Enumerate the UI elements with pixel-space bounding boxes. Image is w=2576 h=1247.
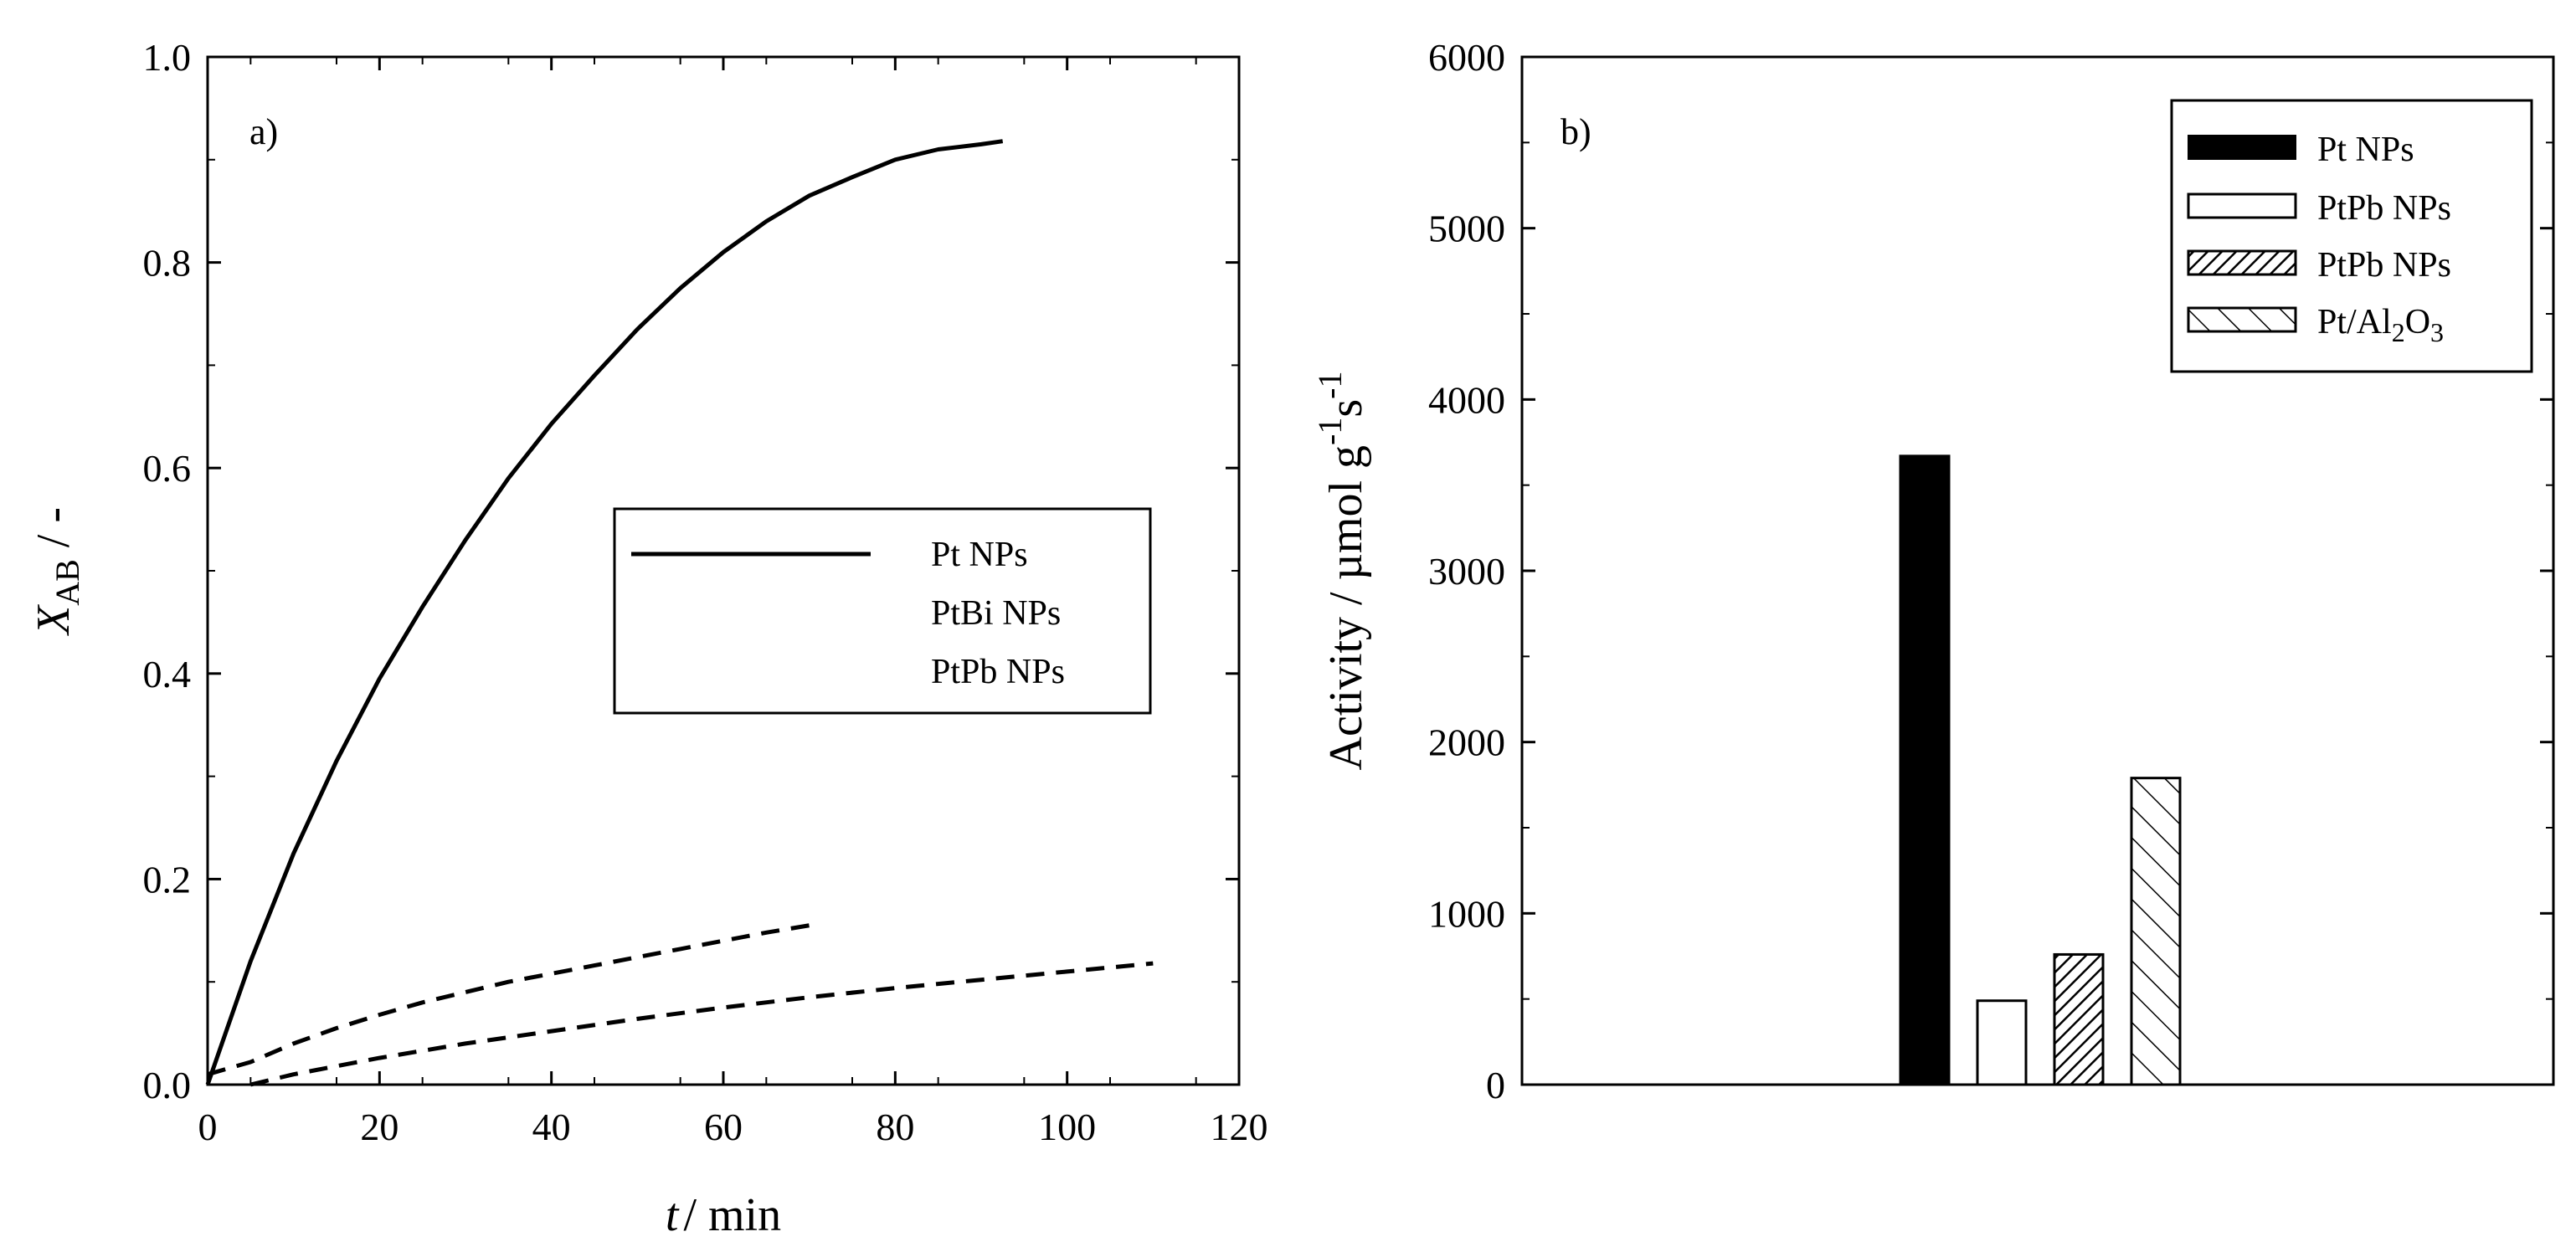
series-line-ptpb-nps — [249, 961, 1154, 1087]
y-tick-label: 5000 — [1428, 208, 1505, 250]
x-tick-label: 20 — [360, 1106, 398, 1148]
panel-b-bar-chart: 0 1000 2000 3000 4000 5000 6000 b) Activity / … — [1311, 36, 2555, 1106]
legend-swatch-solid — [2188, 135, 2296, 160]
legend-swatch-diagonal — [2187, 306, 2297, 333]
legend-swatch-crosshatch — [2187, 249, 2297, 276]
legend-swatch-open — [2187, 192, 2297, 219]
y-tick-label: 6000 — [1428, 36, 1505, 79]
x-tick-label: 0 — [198, 1106, 218, 1148]
legend-label-ptbi-nps: PtBi NPs — [931, 594, 1061, 633]
panel-b-ylabel: Activity / µmol g-1s-1 — [1311, 372, 1372, 771]
y-tick-label: 0.6 — [143, 447, 192, 490]
y-tick-label: 1000 — [1428, 892, 1505, 935]
panel-a-ticks: 0 20 40 60 80 100 120 0.0 0.2 0.4 0.6 0.8 1.0 — [143, 36, 1268, 1148]
panel-a-series — [205, 139, 1154, 1087]
legend-label-bar-4: Pt/Al2O3 — [2317, 303, 2444, 347]
x-tick-label: 80 — [876, 1106, 914, 1148]
panel-a-xlabel: t / min — [666, 1189, 781, 1241]
panel-a-ylabel: XAB / - — [28, 507, 86, 636]
y-tick-label: 0.2 — [143, 858, 192, 901]
series-line-ptbi-nps — [207, 923, 810, 1077]
x-tick-label: 100 — [1038, 1106, 1096, 1148]
y-tick-label: 1.0 — [143, 36, 192, 79]
panel-b-label: b) — [1561, 111, 1591, 152]
legend-label-ptpb-nps: PtPb NPs — [931, 653, 1065, 691]
bar-2-open — [1976, 999, 2028, 1086]
panel-a-label: a) — [249, 111, 278, 152]
legend-label-pt-nps: Pt NPs — [931, 536, 1028, 574]
bar-4-diagonal — [2130, 777, 2182, 1086]
x-tick-label: 40 — [532, 1106, 571, 1148]
series-line-pt-nps — [205, 139, 1004, 1085]
legend-label-bar-2: PtPb NPs — [2317, 189, 2451, 228]
panel-a-legend-box — [613, 507, 1152, 715]
y-tick-label: 4000 — [1428, 378, 1505, 421]
panel-b-ticks: 0 1000 2000 3000 4000 5000 6000 — [1428, 36, 2553, 1106]
x-tick-label: 60 — [704, 1106, 743, 1148]
y-tick-label: 0.0 — [143, 1064, 192, 1106]
y-tick-label: 0.4 — [143, 653, 192, 695]
y-tick-label: 0.8 — [143, 242, 192, 285]
legend-label-bar-1: Pt NPs — [2317, 131, 2414, 169]
bar-3-crosshatch — [2053, 952, 2105, 1086]
legend-label-bar-3: PtPb NPs — [2317, 246, 2451, 285]
panel-a-line-chart: 0 20 40 60 80 100 120 0.0 0.2 0.4 0.6 0.8 1.0 a) t / … — [28, 36, 1268, 1241]
y-tick-label: 0 — [1486, 1064, 1505, 1106]
panel-b-bars — [1899, 454, 2182, 1086]
panel-a-legend: Pt NPs PtBi NPs PtPb NPs — [613, 507, 1152, 715]
x-tick-label: 120 — [1211, 1106, 1268, 1148]
panel-b-legend: Pt NPs PtPb NPs PtPb NPs Pt/Al2O3 — [2170, 99, 2533, 373]
y-tick-label: 2000 — [1428, 721, 1505, 764]
bar-1-solid — [1899, 454, 1951, 1086]
y-tick-label: 3000 — [1428, 550, 1505, 593]
